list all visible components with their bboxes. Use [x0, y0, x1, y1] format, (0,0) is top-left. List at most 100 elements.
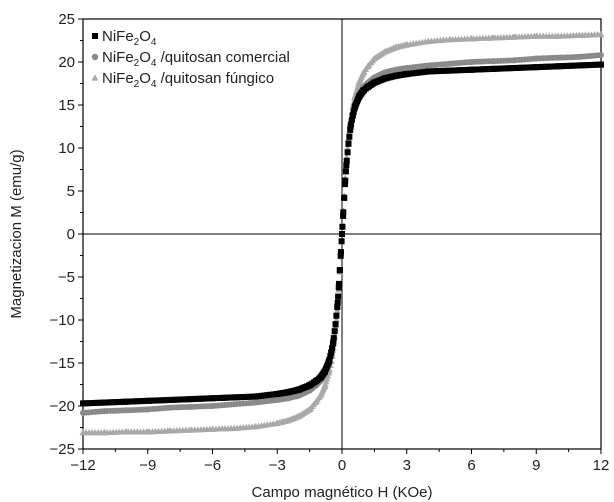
data-point: [306, 382, 313, 389]
data-point: [123, 407, 130, 414]
data-point: [425, 68, 432, 75]
x-axis-title: Campo magnético H (KOe): [252, 484, 433, 501]
legend-marker-square: [92, 33, 98, 39]
series-point: [335, 293, 342, 300]
data-point: [101, 408, 108, 415]
series-point: [200, 395, 207, 402]
data-point: [274, 396, 281, 403]
data-point: [101, 429, 108, 436]
data-point: [341, 194, 348, 201]
data-point: [340, 212, 347, 219]
series-point: [194, 395, 201, 402]
series-point: [89, 400, 96, 407]
series-point: [519, 64, 526, 71]
data-point: [403, 71, 410, 78]
y-tick-label: −25: [50, 441, 75, 458]
x-tick-label: −12: [70, 457, 95, 474]
data-point: [347, 123, 354, 130]
series-point: [434, 68, 441, 75]
data-point: [285, 389, 292, 396]
data-point: [446, 36, 454, 43]
series-point: [540, 63, 547, 70]
series-point: [579, 62, 586, 69]
data-point: [576, 62, 583, 69]
series-point: [182, 396, 189, 403]
series-point: [249, 393, 256, 400]
data-point: [166, 404, 173, 411]
data-point: [532, 32, 540, 39]
data-point: [468, 59, 475, 65]
data-point: [80, 400, 86, 407]
data-point: [144, 406, 151, 413]
series-point: [116, 398, 123, 405]
series-point: [407, 70, 414, 77]
data-point: [306, 405, 314, 413]
y-tick-label: 5: [67, 183, 75, 200]
series-point: [455, 67, 462, 74]
legend-marker-triangle: [91, 74, 99, 81]
y-tick-label: −10: [50, 312, 75, 329]
data-point: [326, 358, 333, 365]
series-point: [343, 157, 350, 164]
series-point: [237, 394, 244, 401]
x-tick-label: 12: [593, 457, 610, 474]
y-tick-label: −20: [50, 398, 75, 415]
data-point: [424, 37, 432, 44]
series-point: [525, 64, 532, 71]
series-point: [476, 66, 483, 73]
data-point: [533, 64, 540, 71]
data-point: [343, 162, 350, 169]
x-tick-label: 3: [403, 457, 411, 474]
series-point: [155, 397, 162, 404]
data-point: [446, 67, 453, 74]
y-tick-label: 0: [67, 226, 75, 243]
data-point: [356, 93, 363, 100]
series-point: [594, 61, 601, 68]
data-point: [284, 417, 292, 424]
legend-item-1: NiFe2O4: [92, 28, 157, 48]
data-point: [321, 382, 329, 389]
data-point: [392, 43, 400, 50]
data-point: [511, 33, 519, 40]
x-tick-label: −3: [269, 457, 286, 474]
legend-label-2: NiFe2O4 /quitosan comercial: [102, 49, 290, 69]
series-point: [110, 399, 117, 406]
series-point: [128, 398, 135, 405]
data-point: [351, 103, 358, 110]
series-point: [261, 392, 268, 399]
data-point: [122, 428, 130, 435]
y-tick-label: −5: [58, 269, 75, 286]
series-point: [503, 65, 510, 72]
data-point: [392, 66, 399, 73]
series-point: [482, 66, 489, 73]
series-point: [86, 400, 93, 407]
series-point: [528, 64, 535, 71]
series-point: [437, 67, 444, 74]
data-point: [274, 390, 281, 397]
data-point: [312, 398, 320, 405]
data-point: [295, 392, 302, 399]
series-point: [348, 116, 355, 123]
data-point: [332, 321, 339, 328]
y-tick-label: 25: [58, 11, 75, 28]
data-point: [355, 78, 363, 85]
data-point: [598, 52, 604, 59]
data-point: [273, 419, 281, 426]
series-point: [461, 67, 468, 74]
series-point: [173, 396, 180, 403]
series-point: [327, 353, 334, 360]
series-point: [333, 312, 340, 319]
series-point: [591, 61, 598, 68]
series-point: [267, 391, 274, 398]
series-layer: [79, 30, 605, 436]
series-point: [549, 63, 556, 70]
data-point: [576, 31, 583, 38]
data-point: [336, 267, 343, 274]
series-point: [440, 67, 447, 74]
series-point: [228, 394, 235, 401]
series-point: [158, 397, 165, 404]
data-point: [231, 401, 238, 408]
series-point: [176, 396, 183, 403]
series-point: [107, 399, 114, 406]
series-point: [573, 62, 580, 69]
